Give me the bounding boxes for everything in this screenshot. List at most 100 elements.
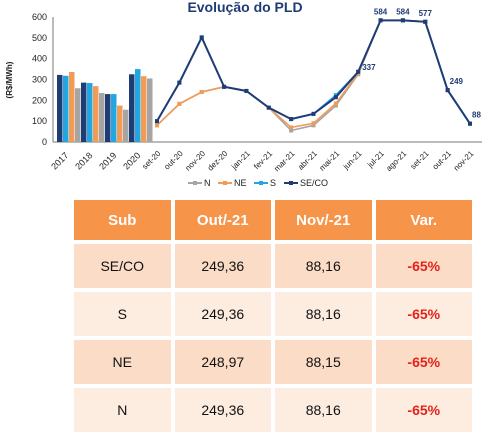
x-tick-label: out-21: [431, 149, 454, 172]
series-point-seco: [445, 88, 450, 93]
data-label: 584: [374, 7, 388, 16]
x-tick-label: dez-20: [206, 149, 230, 173]
x-tick-label: jan-21: [229, 149, 252, 172]
series-point-seco: [199, 35, 204, 40]
series-point-n: [311, 123, 316, 128]
x-tick-label: ago-21: [384, 149, 408, 173]
y-axis-label: (R$/MWh): [5, 61, 14, 98]
bar-s: [87, 83, 93, 142]
x-tick-label: mai-21: [318, 149, 342, 173]
cell-nov: 88,16: [275, 244, 372, 288]
x-tick-label: nov-21: [452, 149, 476, 173]
legend-marker: [223, 181, 227, 185]
chart-title: Evolução do PLD: [187, 0, 302, 15]
legend-marker: [289, 181, 293, 185]
cell-out: 249,36: [174, 244, 271, 288]
bar-seco: [129, 74, 135, 142]
bar-ne: [69, 72, 75, 142]
series-point-seco: [155, 119, 159, 124]
series-point-seco: [468, 121, 472, 126]
x-tick-label: set-21: [409, 149, 431, 171]
series-point-n: [289, 128, 294, 133]
x-tick-label: abr-21: [296, 149, 319, 172]
x-tick-label: mar-21: [272, 149, 297, 174]
pld-table: Sub Out/-21 Nov/-21 Var. SE/CO 249,36 88…: [70, 196, 476, 436]
cell-out: 249,36: [174, 292, 271, 336]
legend-label: NE: [234, 178, 247, 188]
y-tick-label: 0: [42, 137, 47, 147]
cell-sub: NE: [74, 340, 171, 384]
series-point-s: [333, 93, 338, 98]
cell-sub: N: [74, 388, 171, 432]
cell-nov: 88,16: [275, 292, 372, 336]
bar-ne: [93, 86, 99, 142]
data-label: 337: [362, 63, 376, 72]
series-point-seco: [311, 111, 316, 116]
header-nov: Nov/-21: [275, 200, 372, 240]
y-tick-label: 400: [32, 54, 47, 64]
data-label: 249: [450, 77, 464, 86]
series-point-ne: [289, 125, 294, 130]
series-point-seco: [378, 18, 383, 23]
bar-n: [123, 109, 129, 142]
legend-label: N: [204, 178, 211, 188]
x-tick-label: 2020: [121, 150, 142, 171]
series-point-ne: [177, 101, 182, 106]
table-row: SE/CO 249,36 88,16 -65%: [74, 244, 472, 288]
series-point-seco: [266, 105, 271, 110]
bar-n: [99, 93, 105, 142]
series-point-seco: [333, 95, 338, 100]
x-tick-label: fev-21: [252, 149, 274, 171]
bar-ne: [117, 105, 123, 142]
data-label: 584: [396, 7, 410, 16]
x-tick-label: out-20: [162, 149, 185, 172]
x-tick-label: nov-20: [183, 149, 207, 173]
series-point-seco: [222, 84, 227, 89]
cell-nov: 88,15: [275, 340, 372, 384]
cell-sub: SE/CO: [74, 244, 171, 288]
data-label: 577: [419, 9, 433, 18]
x-tick-label: 2017: [49, 150, 70, 171]
bar-n: [147, 78, 153, 142]
bar-seco: [81, 82, 87, 142]
series-point-n: [333, 103, 338, 108]
x-tick-label: 2018: [73, 150, 94, 171]
y-tick-label: 200: [32, 95, 47, 105]
cell-var: -65%: [375, 244, 472, 288]
bar-s: [111, 94, 117, 142]
series-point-seco: [177, 80, 182, 85]
table-row: N 249,36 88,16 -65%: [74, 388, 472, 432]
header-sub: Sub: [74, 200, 171, 240]
series-line-s: [156, 19, 471, 125]
series-point-seco: [423, 19, 428, 24]
header-var: Var.: [375, 200, 472, 240]
table-row: NE 248,97 88,15 -65%: [74, 340, 472, 384]
x-tick-label: 2019: [97, 150, 118, 171]
series-point-ne: [199, 90, 204, 94]
bar-seco: [105, 94, 111, 142]
cell-out: 248,97: [174, 340, 271, 384]
cell-var: -65%: [375, 388, 472, 432]
series-point-seco: [400, 18, 405, 23]
data-label: 88: [472, 111, 481, 120]
series-point-seco: [356, 69, 361, 74]
bar-s: [135, 69, 141, 142]
legend-label: S: [270, 178, 276, 188]
legend-label: SE/CO: [300, 178, 328, 188]
pld-chart: 0 100 200 300 400 500 600 (R$/MWh) 2017 2018 2019 2…: [0, 0, 491, 195]
cell-out: 249,36: [174, 388, 271, 432]
bar-ne: [141, 76, 147, 142]
series-point-ne: [311, 121, 316, 126]
legend-marker: [259, 181, 263, 185]
series-point-ne: [155, 123, 159, 128]
legend-marker: [193, 181, 197, 185]
cell-var: -65%: [375, 292, 472, 336]
x-tick-label: set-20: [140, 149, 162, 171]
bar-seco: [57, 74, 63, 142]
table-header-row: Sub Out/-21 Nov/-21 Var.: [74, 200, 472, 240]
series-point-ne: [333, 101, 338, 106]
y-tick-label: 100: [32, 116, 47, 126]
table-row: S 249,36 88,16 -65%: [74, 292, 472, 336]
cell-var: -65%: [375, 340, 472, 384]
